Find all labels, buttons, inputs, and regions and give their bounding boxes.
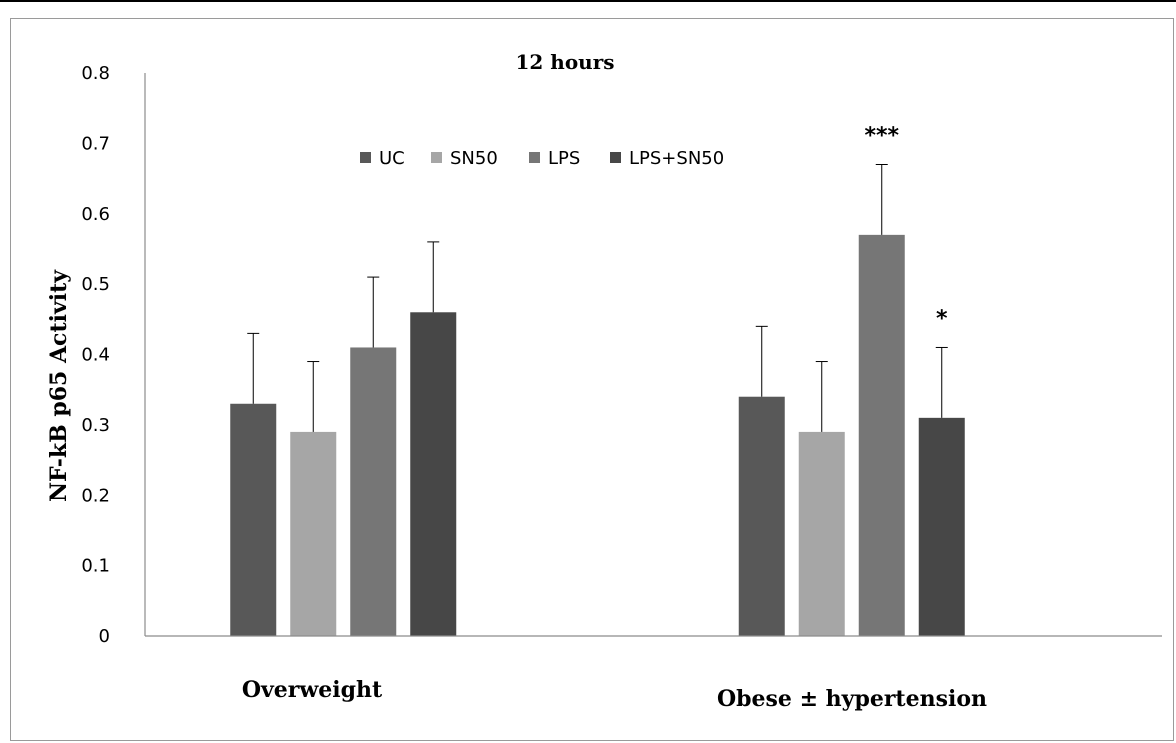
legend-swatch bbox=[610, 152, 621, 163]
legend-label: UC bbox=[379, 148, 405, 169]
legend-label: LPS bbox=[548, 148, 580, 169]
legend-swatch bbox=[360, 152, 371, 163]
y-tick-label: 0.8 bbox=[81, 63, 110, 84]
category-label: Overweight bbox=[242, 677, 383, 703]
bar bbox=[858, 234, 905, 637]
legend-swatch bbox=[431, 152, 442, 163]
category-labels: Overweight Obese ± hypertension bbox=[242, 677, 987, 712]
y-tick-label: 0.1 bbox=[81, 556, 110, 577]
significance-label: *** bbox=[864, 123, 899, 148]
y-tick-label: 0.3 bbox=[81, 415, 110, 436]
legend: UC SN50 LPS LPS+SN50 bbox=[360, 148, 724, 169]
chart-frame bbox=[10, 18, 1174, 741]
significance-label: * bbox=[936, 306, 948, 331]
y-axis-ticks: 0 0.1 0.2 0.3 0.4 0.5 0.6 0.7 0.8 bbox=[81, 63, 110, 647]
y-tick-label: 0 bbox=[99, 626, 110, 647]
top-rule bbox=[0, 0, 1176, 2]
legend-label: SN50 bbox=[450, 148, 498, 169]
legend-label: LPS+SN50 bbox=[629, 148, 724, 169]
bar bbox=[350, 347, 397, 636]
category-label: Obese ± hypertension bbox=[717, 686, 987, 712]
bar bbox=[230, 403, 277, 636]
y-tick-label: 0.4 bbox=[81, 345, 110, 366]
bar bbox=[738, 396, 785, 636]
chart-title: 12 hours bbox=[515, 50, 614, 74]
axes bbox=[144, 73, 1162, 637]
bar bbox=[798, 431, 845, 636]
y-tick-label: 0.7 bbox=[81, 133, 110, 154]
y-tick-label: 0.6 bbox=[81, 204, 110, 225]
legend-swatch bbox=[529, 152, 540, 163]
y-axis-label: NF-kB p65 Activity bbox=[46, 269, 72, 502]
bar bbox=[410, 312, 457, 636]
y-tick-label: 0.2 bbox=[81, 485, 110, 506]
bar bbox=[290, 431, 337, 636]
bar bbox=[918, 417, 965, 636]
bars: **** bbox=[230, 123, 965, 637]
y-tick-label: 0.5 bbox=[81, 274, 110, 295]
